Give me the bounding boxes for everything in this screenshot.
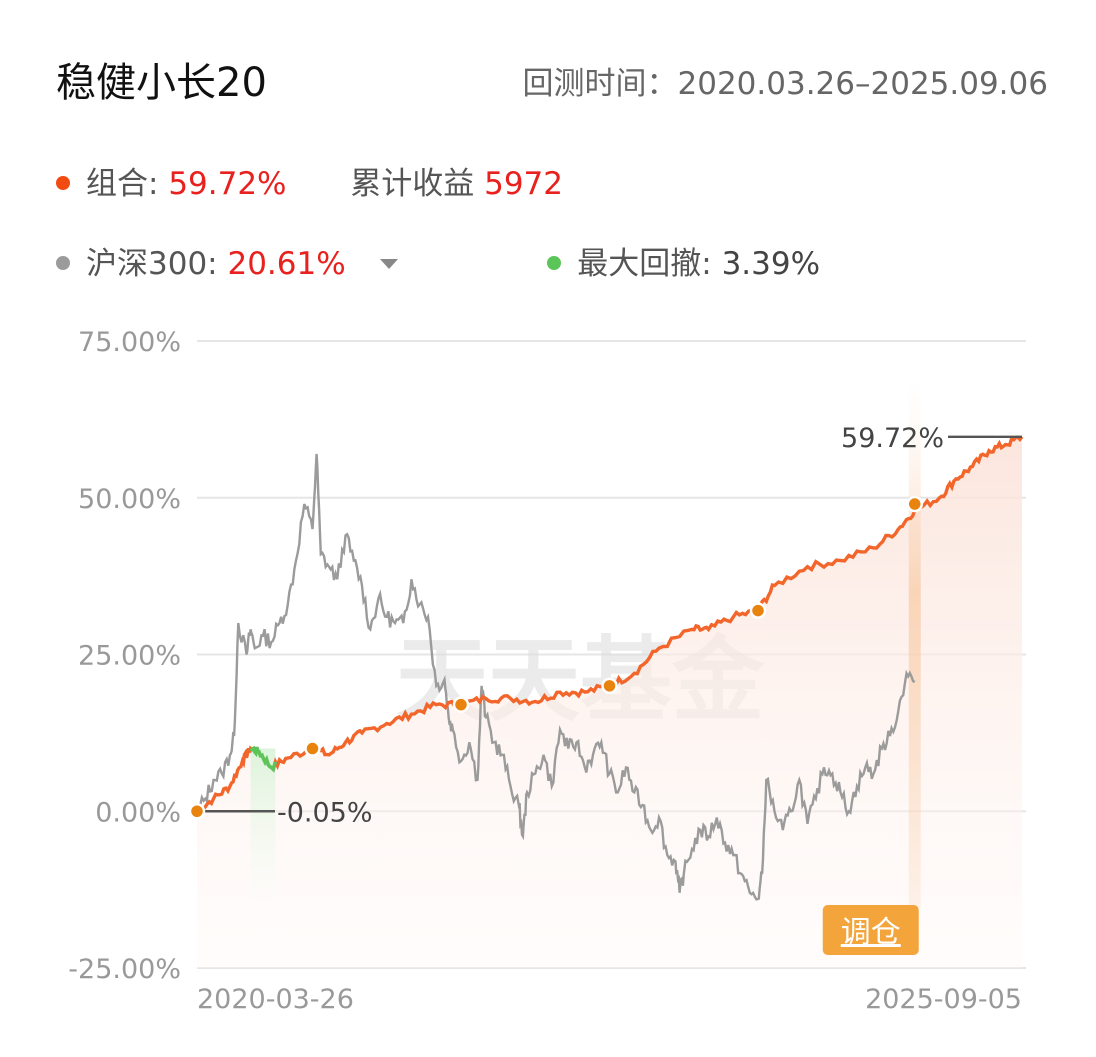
x-end-label: 2025-09-05 <box>865 984 1022 1015</box>
backtest-period-value: 2020.03.26–2025.09.06 <box>677 66 1049 102</box>
page-title: 稳健小长20 <box>56 60 267 106</box>
portfolio-dot-icon <box>56 175 70 190</box>
end-annotation: 59.72% <box>841 423 944 454</box>
rebalance-highlight <box>908 380 921 908</box>
portfolio-value: 59.72% <box>168 166 287 202</box>
benchmark-line <box>195 453 916 901</box>
rebalance-point[interactable] <box>452 696 470 713</box>
start-annotation: -0.05% <box>277 797 373 828</box>
rebalance-point[interactable] <box>601 677 618 695</box>
legend-portfolio-row: 组合: 59.72% 累计收益 5972 <box>56 158 563 203</box>
y-tick-label: -25.00% <box>68 954 181 985</box>
rebalance-point[interactable] <box>304 740 321 757</box>
cumulative-label: 累计收益 <box>350 166 475 202</box>
backtest-period: 回测时间：2020.03.26–2025.09.06 <box>523 58 1049 103</box>
benchmark-dot-icon <box>56 255 70 270</box>
x-start-label: 2020-03-26 <box>197 984 354 1015</box>
cumulative-value: 5972 <box>484 166 563 202</box>
benchmark-dropdown-icon[interactable] <box>379 258 398 269</box>
backtest-period-label: 回测时间： <box>522 66 678 102</box>
drawdown-segment <box>249 745 278 773</box>
y-tick-label: 0.00% <box>95 797 181 828</box>
portfolio-line <box>196 435 1024 813</box>
y-axis-ticks: 75.00% 50.00% 25.00% 0.00% -25.00% <box>68 327 181 985</box>
y-tick-label: 75.00% <box>78 327 181 358</box>
rebalance-point[interactable] <box>906 495 923 513</box>
legend-benchmark-row: 沪深300: 20.61% 最大回撤: 3.39% <box>56 238 820 283</box>
benchmark-label: 沪深300: <box>86 246 218 282</box>
drawdown-band <box>250 748 276 940</box>
drawdown-label: 最大回撤: <box>577 246 712 282</box>
y-tick-label: 50.00% <box>78 484 181 515</box>
rebalance-point[interactable] <box>188 803 206 820</box>
rebalance-point[interactable] <box>749 602 767 619</box>
rebalance-tag[interactable]: 调仓 <box>822 905 919 955</box>
rebalance-tag-label[interactable]: 调仓 <box>841 915 901 950</box>
return-chart[interactable]: 75.00%50.00%25.00%0.00%-25.00% 天天基金 -0.0… <box>0 300 1096 1040</box>
portfolio-label: 组合: <box>86 166 159 202</box>
y-tick-label: 25.00% <box>78 641 181 672</box>
portfolio-area-fill <box>197 436 1022 968</box>
benchmark-value: 20.61% <box>227 246 346 282</box>
drawdown-value: 3.39% <box>721 246 821 282</box>
drawdown-dot-icon <box>547 255 562 270</box>
